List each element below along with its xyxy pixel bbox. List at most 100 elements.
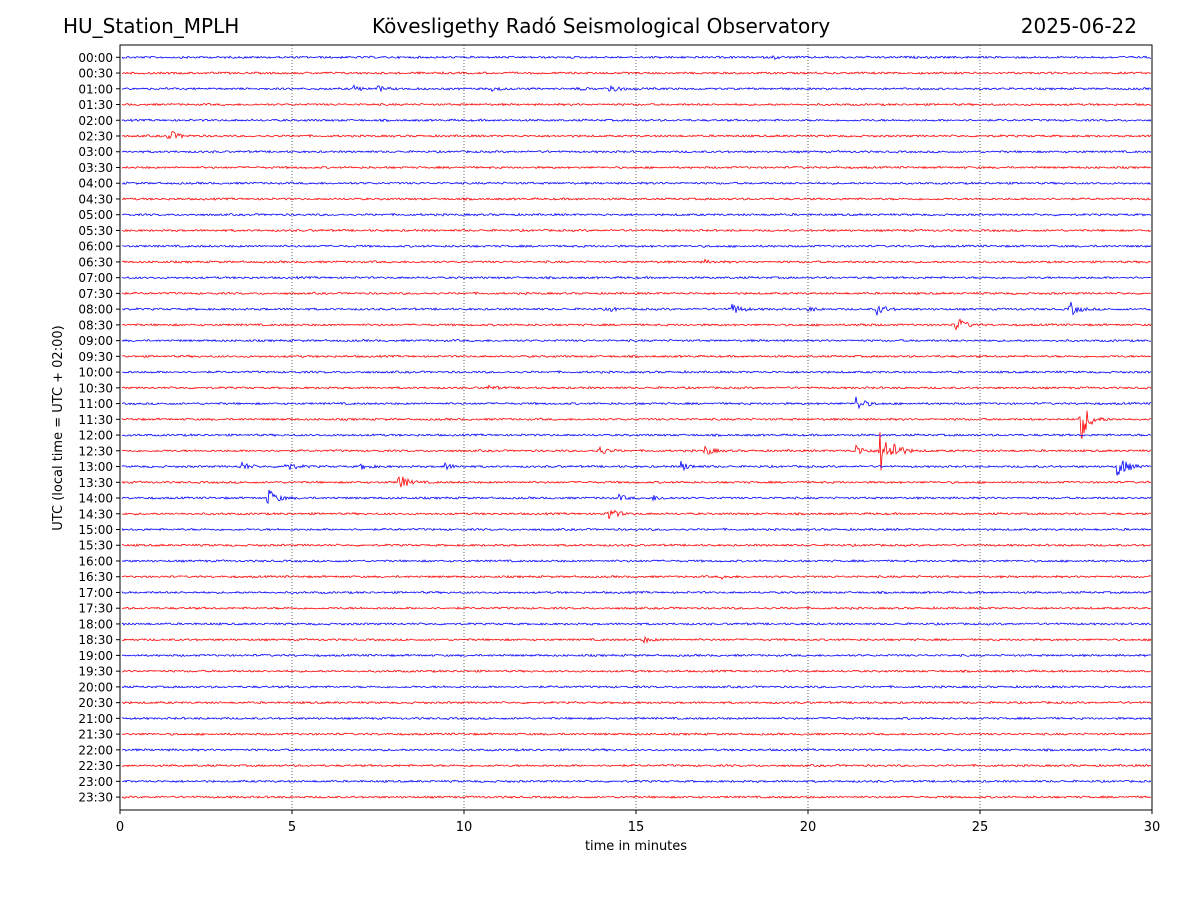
trace-1730 bbox=[121, 606, 1152, 611]
trace-0130 bbox=[121, 102, 1152, 107]
y-tick-label: 13:30 bbox=[78, 476, 113, 490]
y-tick-label: 06:00 bbox=[78, 240, 113, 254]
observatory-title: Kövesligethy Radó Seismological Observat… bbox=[372, 14, 831, 38]
y-tick-label: 09:00 bbox=[78, 334, 113, 348]
y-tick-label: 06:30 bbox=[78, 255, 113, 269]
trace-1930 bbox=[121, 669, 1152, 674]
x-axis: 0 5 10 15 20 25 30 bbox=[116, 810, 1160, 835]
y-tick-label: 00:00 bbox=[78, 51, 113, 65]
y-tick-label: 16:00 bbox=[78, 554, 113, 568]
y-tick-label: 08:00 bbox=[78, 303, 113, 317]
trace-0600 bbox=[121, 244, 1152, 249]
y-tick-label: 04:30 bbox=[78, 192, 113, 206]
y-tick-label: 09:30 bbox=[78, 350, 113, 364]
trace-1130 bbox=[121, 410, 1152, 439]
trace-1330 bbox=[121, 476, 1152, 488]
y-tick-label: 19:30 bbox=[78, 665, 113, 679]
y-tick-label: 07:30 bbox=[78, 287, 113, 301]
y-tick-label: 05:30 bbox=[78, 224, 113, 238]
trace-1800 bbox=[121, 621, 1152, 626]
y-tick-label: 02:00 bbox=[78, 114, 113, 128]
trace-0400 bbox=[121, 181, 1151, 186]
y-tick-label: 04:00 bbox=[78, 177, 113, 191]
y-tick-label: 17:00 bbox=[78, 586, 113, 600]
x-tick-label: 30 bbox=[1144, 820, 1161, 835]
y-tick-label: 10:30 bbox=[78, 381, 113, 395]
trace-1100 bbox=[121, 396, 1152, 410]
trace-2300 bbox=[121, 779, 1152, 784]
y-tick-label: 11:00 bbox=[78, 397, 113, 411]
trace-2000 bbox=[121, 684, 1152, 689]
trace-0800 bbox=[121, 302, 1152, 316]
trace-group bbox=[121, 55, 1152, 799]
y-tick-label: 01:30 bbox=[78, 98, 113, 112]
trace-0300 bbox=[121, 149, 1152, 154]
y-tick-label: 10:00 bbox=[78, 366, 113, 380]
trace-0200 bbox=[121, 118, 1152, 123]
y-tick-label: 07:00 bbox=[78, 271, 113, 285]
y-tick-label: 03:30 bbox=[78, 161, 113, 175]
trace-1600 bbox=[121, 559, 1152, 563]
trace-1200 bbox=[121, 433, 1152, 438]
x-tick-label: 20 bbox=[800, 820, 817, 835]
trace-1900 bbox=[121, 653, 1152, 658]
y-tick-label: 01:00 bbox=[78, 82, 113, 96]
trace-2100 bbox=[121, 716, 1152, 721]
trace-2230 bbox=[121, 763, 1152, 768]
y-axis-label: UTC (local time = UTC + 02:00) bbox=[51, 325, 66, 530]
y-tick-label: 21:00 bbox=[78, 712, 113, 726]
trace-0100 bbox=[121, 84, 1152, 93]
trace-0430 bbox=[122, 197, 1152, 201]
x-tick-label: 15 bbox=[628, 820, 645, 835]
y-tick-label: 18:00 bbox=[78, 617, 113, 631]
trace-0900 bbox=[121, 338, 1152, 343]
trace-0500 bbox=[121, 212, 1152, 217]
trace-2130 bbox=[121, 732, 1152, 737]
y-tick-label: 18:30 bbox=[78, 633, 113, 647]
trace-1230 bbox=[121, 432, 1152, 471]
trace-0630 bbox=[121, 258, 1152, 264]
x-tick-label: 5 bbox=[288, 820, 296, 835]
trace-0830 bbox=[121, 318, 1152, 331]
trace-0700 bbox=[121, 275, 1152, 280]
trace-0230 bbox=[121, 131, 1152, 140]
y-tick-label: 21:30 bbox=[78, 728, 113, 742]
trace-0930 bbox=[121, 354, 1152, 359]
trace-0530 bbox=[121, 228, 1152, 233]
trace-1030 bbox=[121, 384, 1152, 391]
y-tick-label: 08:30 bbox=[78, 318, 113, 332]
x-tick-label: 10 bbox=[456, 820, 473, 835]
plot-date: 2025-06-22 bbox=[1020, 14, 1137, 38]
trace-1400 bbox=[121, 489, 1152, 505]
y-tick-label: 12:30 bbox=[78, 444, 113, 458]
trace-1300 bbox=[121, 460, 1152, 476]
y-tick-label: 12:00 bbox=[78, 429, 113, 443]
grid-group bbox=[291, 45, 981, 810]
y-tick-label: 17:30 bbox=[78, 602, 113, 616]
station-name: HU_Station_MPLH bbox=[63, 14, 240, 38]
y-tick-label: 02:30 bbox=[78, 130, 113, 144]
trace-1830 bbox=[121, 635, 1152, 644]
y-tick-label: 23:30 bbox=[78, 791, 113, 805]
y-tick-label: 20:00 bbox=[78, 680, 113, 694]
y-tick-label: 15:30 bbox=[78, 539, 113, 553]
trace-2030 bbox=[121, 700, 1152, 705]
trace-1500 bbox=[121, 527, 1152, 532]
trace-1000 bbox=[122, 370, 1152, 374]
trace-0030 bbox=[121, 71, 1152, 75]
y-tick-label: 22:00 bbox=[78, 743, 113, 757]
y-tick-label: 16:30 bbox=[78, 570, 113, 584]
y-tick-label: 05:00 bbox=[78, 208, 113, 222]
trace-2330 bbox=[121, 795, 1152, 799]
trace-0730 bbox=[121, 291, 1152, 296]
y-tick-label: 03:00 bbox=[78, 145, 113, 159]
y-tick-label: 14:00 bbox=[78, 492, 113, 506]
x-axis-label: time in minutes bbox=[585, 839, 687, 854]
x-tick-label: 25 bbox=[972, 820, 989, 835]
y-tick-label: 20:30 bbox=[78, 696, 113, 710]
y-tick-label: 22:30 bbox=[78, 759, 113, 773]
trace-1700 bbox=[121, 590, 1152, 595]
y-tick-label: 19:00 bbox=[78, 649, 113, 663]
